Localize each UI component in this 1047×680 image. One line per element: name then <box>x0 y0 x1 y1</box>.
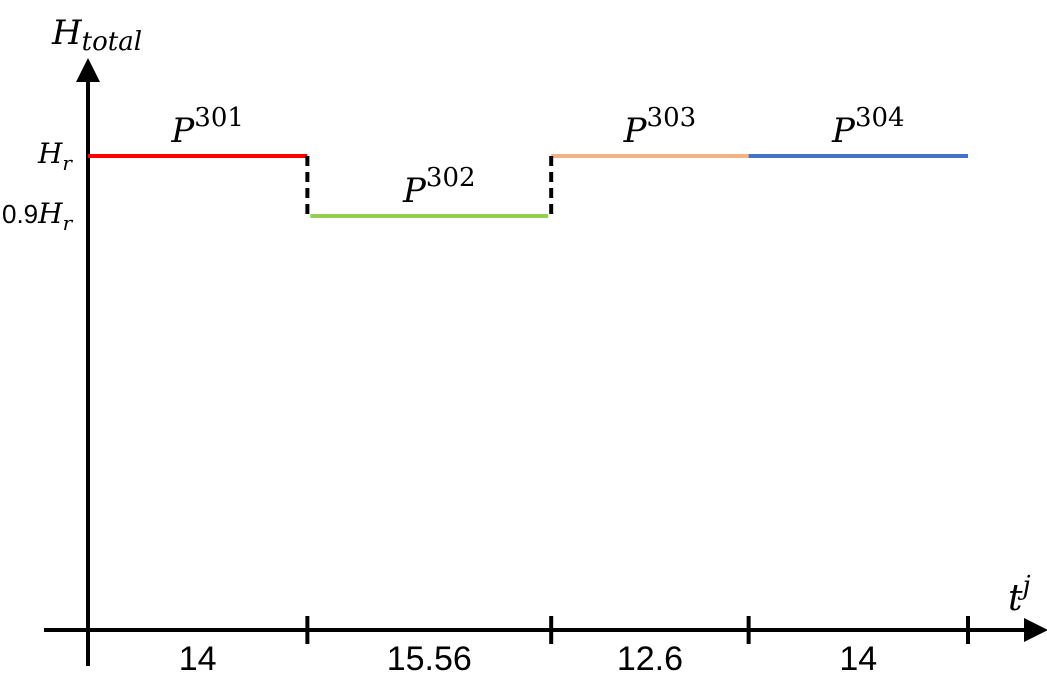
duration-label: 14 <box>179 640 217 678</box>
y-level-label-hr: Hr <box>37 137 73 175</box>
x-axis-title: tj <box>1008 571 1031 619</box>
duration-label: 14 <box>839 640 877 678</box>
duration-label: 12.6 <box>617 640 683 678</box>
duration-label: 15.56 <box>387 640 472 678</box>
segment-label-p304: P304 <box>831 103 905 151</box>
y-level-label-09hr: 0.9Hr <box>2 197 74 235</box>
segment-label-p303: P303 <box>623 103 697 151</box>
segment-label-p302: P302 <box>402 163 476 211</box>
y-axis-title: Htotal <box>51 13 142 57</box>
segment-label-p301: P301 <box>170 103 244 151</box>
